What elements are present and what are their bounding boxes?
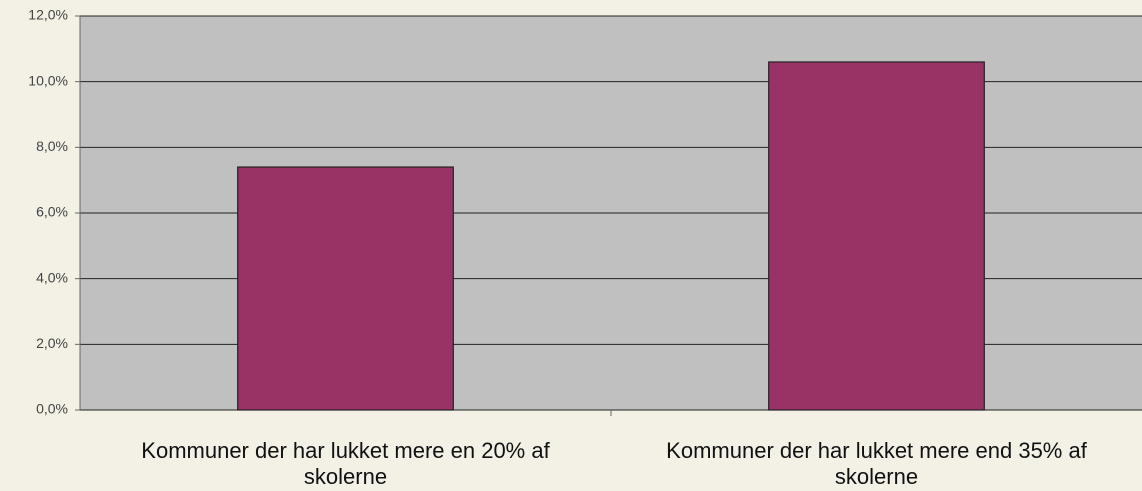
y-tick-label: 6,0% (36, 204, 68, 220)
y-tick-label: 8,0% (36, 138, 68, 154)
y-tick-label: 4,0% (36, 269, 68, 285)
y-tick-label: 0,0% (36, 401, 68, 417)
y-tick-label: 12,0% (28, 7, 68, 23)
bar (768, 61, 985, 411)
x-tick-label: Kommuner der har lukket mere en 20% af s… (141, 438, 550, 489)
y-tick-label: 2,0% (36, 335, 68, 351)
y-tick-label: 10,0% (28, 72, 68, 88)
x-tick-label: Kommuner der har lukket mere end 35% af … (666, 438, 1087, 489)
bar (237, 166, 454, 411)
